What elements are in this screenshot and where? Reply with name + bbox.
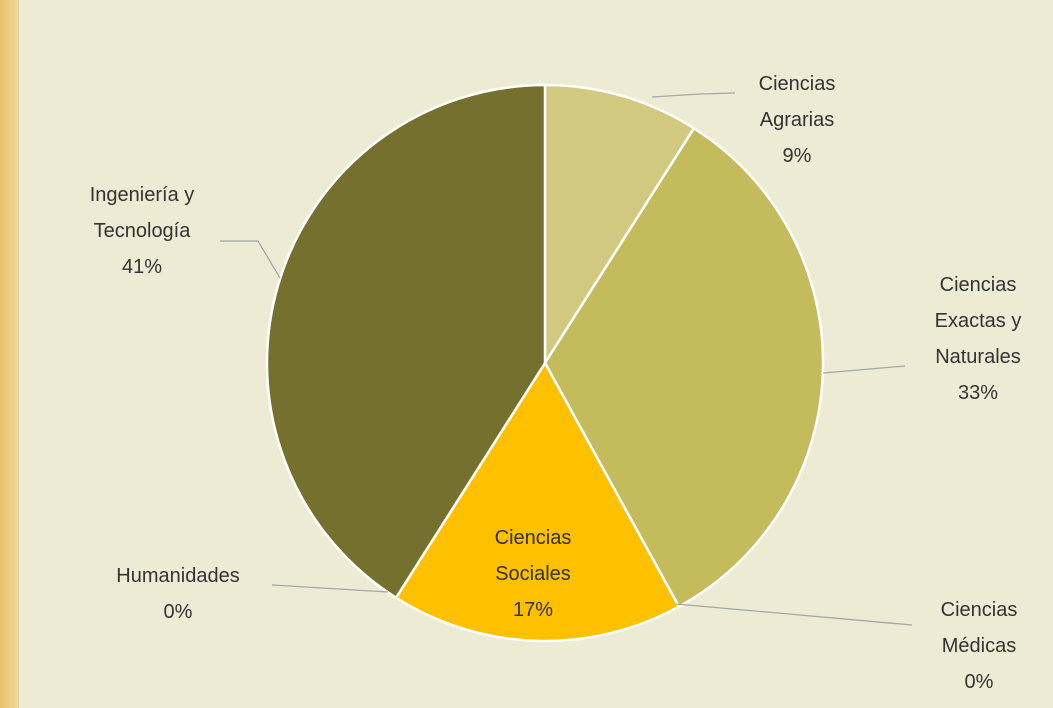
pie-slice xyxy=(543,83,696,368)
data-label: Ingeniería y Tecnología 41% xyxy=(57,177,227,285)
leader-line xyxy=(675,603,913,626)
data-label: Ciencias Agrarias 9% xyxy=(727,66,867,174)
data-label: Ciencias Médicas 0% xyxy=(909,592,1049,700)
leader-line xyxy=(822,365,906,374)
leader-line xyxy=(651,92,736,98)
value-label: 17% xyxy=(512,599,554,621)
leader-line xyxy=(220,240,281,279)
pie-slice xyxy=(265,83,547,600)
data-label: Ciencias Exactas y Naturales 33% xyxy=(908,267,1048,411)
data-label: Ciencias Sociales 17% xyxy=(463,520,603,628)
category-label: Ciencias Agrarias xyxy=(758,73,836,131)
value-label: 0% xyxy=(964,671,994,693)
value-label: 33% xyxy=(957,382,999,404)
value-label: 41% xyxy=(121,256,163,278)
value-label: 0% xyxy=(163,601,193,623)
leader-lines xyxy=(220,92,913,626)
data-label: Humanidades 0% xyxy=(78,558,278,630)
pie xyxy=(265,83,825,643)
category-label: Ciencias Sociales xyxy=(494,527,572,585)
value-label: 9% xyxy=(782,145,812,167)
category-label: Humanidades xyxy=(116,565,240,587)
category-label: Ingeniería y Tecnología xyxy=(89,184,195,242)
pie-slice xyxy=(394,360,681,643)
category-label: Ciencias Médicas xyxy=(940,599,1018,657)
category-label: Ciencias Exactas y Naturales xyxy=(934,274,1022,368)
leader-line xyxy=(271,584,389,593)
